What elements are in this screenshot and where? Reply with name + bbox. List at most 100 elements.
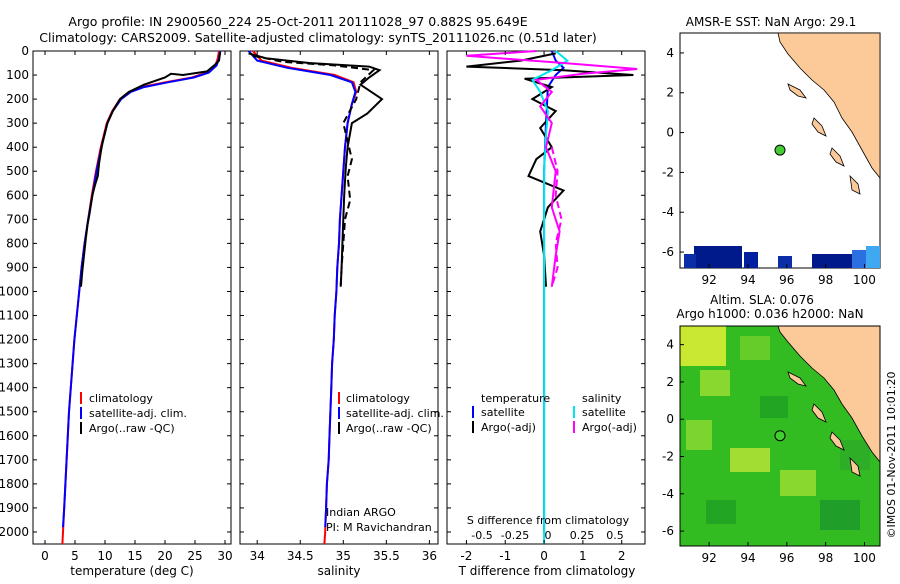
difference-xlabel: T difference from climatology [458,564,636,578]
y-tick-label: 700 [6,212,29,226]
header-line2: Climatology: CARS2009. Satellite-adjuste… [39,30,596,45]
sla-map-land [777,325,881,477]
x-tick-label: 5 [71,549,79,563]
map-x-tick-label: 92 [701,551,716,565]
sst-cell [812,254,852,268]
imos-credit: ©IMOS 01-Nov-2011 10:01:20 [885,372,898,539]
series-line-differences-3 [466,50,638,287]
map-y-tick-label: 0 [666,412,674,426]
sst-cell [694,246,742,268]
y-tick-label: 200 [6,92,29,106]
map-x-tick-label: 94 [740,273,755,287]
series-line-salinity-2 [248,52,384,287]
salinity-xlabel: salinity [317,564,360,578]
y-tick-label: 2000 [0,525,29,539]
map-y-tick-label: -6 [662,524,674,538]
sla-map-title-line1: Altim. SLA: 0.076 [710,293,814,307]
sumatra-coast [777,32,881,180]
map-y-tick-label: -2 [662,450,674,464]
legend-label-climatology: climatology [89,392,153,405]
legend-label-climatology: climatology [346,392,410,405]
x-tick-label: 36 [422,549,437,563]
x-tick-label: 34.5 [287,549,314,563]
temperature-legend: climatology satellite-adj. clim. Argo(..… [80,392,187,435]
x-tick-label: 0 [41,549,49,563]
sumatra-coast [777,325,881,464]
temperature-xlabel: temperature (deg C) [70,564,193,578]
x-tick-label: -2 [460,549,472,563]
y-tick-label: 800 [6,236,29,250]
island-simeulue [787,371,807,387]
sla-patch [780,470,816,496]
x-tick-label: 34 [250,549,265,563]
sst-cell [744,252,758,268]
map-x-tick-label: 94 [740,551,755,565]
sla-patch [820,500,860,530]
y-tick-label: 1300 [0,357,29,371]
y-tick-label: 1600 [0,429,29,443]
series-line-salinity-1 [247,50,357,528]
difference-top-label: S difference from climatology [467,514,630,527]
salinity-panel: 34 34.5 35 35.5 36 salinity climatology sate… [239,50,444,578]
y-tick-label: 1900 [0,501,29,515]
map-y-tick-label: 4 [666,338,674,352]
sst-map-panel: AMSR-E SST: NaN Argo: 29.1 92 94 96 98 100 -6… [662,15,881,287]
top-x-tick-label: -0.5 [471,529,492,542]
series-line-temperature-2 [80,52,222,287]
map-y-tick-label: 4 [666,46,674,60]
sla-patch [700,370,730,396]
y-tick-label: 1500 [0,405,29,419]
sst-map-title: AMSR-E SST: NaN Argo: 29.1 [686,15,856,29]
sla-patch [740,336,770,360]
legend-label-satellite: satellite-adj. clim. [346,407,444,420]
island-nias [811,403,827,423]
y-tick-label: 600 [6,188,29,202]
sst-map-land [777,32,881,195]
salinity-annotation-line1: Indian ARGO [326,506,396,519]
map-x-tick-label: 98 [818,551,833,565]
x-tick-label: 1 [579,549,587,563]
map-x-tick-label: 98 [818,273,833,287]
y-tick-label: 1100 [0,309,29,323]
top-x-tick-label: 0.5 [606,529,624,542]
x-tick-label: 30 [217,549,232,563]
map-y-tick-label: 2 [666,375,674,389]
sla-patch [760,396,788,418]
legend-label-argo: Argo(..raw -QC) [346,422,432,435]
island-pagai [849,456,861,477]
legend-label-salinity: salinity [582,392,622,405]
x-tick-label: 2 [618,549,626,563]
x-tick-label: 35 [336,549,351,563]
top-x-tick-label: -0.25 [501,529,529,542]
top-x-tick-label: 0.25 [570,529,595,542]
series-line-differences-2 [530,50,570,544]
x-tick-label: -1 [499,549,511,563]
argo-position-marker [774,430,786,442]
temperature-panel: 0 5 10 15 20 25 30 0 100 200 300 400 500 600 700 800 90… [0,44,233,578]
legend-label-satellite: satellite-adj. clim. [89,407,187,420]
legend-label-argo: Argo(..raw -QC) [89,422,175,435]
sst-cell [684,254,696,268]
island-simeulue [787,83,807,99]
map-y-tick-label: -6 [662,245,674,259]
x-tick-label: 15 [127,549,142,563]
salinity-legend: climatology satellite-adj. clim. Argo(..… [338,392,444,435]
y-tick-label: 1000 [0,284,29,298]
sla-map-panel: Altim. SLA: 0.076 Argo h1000: 0.036 h200… [662,293,881,565]
y-tick-label: 1700 [0,453,29,467]
map-x-tick-label: 100 [853,551,876,565]
x-tick-label: 10 [97,549,112,563]
y-tick-label: 0 [21,44,29,58]
map-x-tick-label: 100 [853,273,876,287]
sst-cell [852,250,866,268]
map-y-tick-label: 2 [666,86,674,100]
difference-legend: temperature satellite Argo(-adj) salinit… [472,392,637,434]
y-tick-label: 500 [6,164,29,178]
island-siberut [829,147,845,167]
legend-label-temperature: temperature [481,392,550,405]
series-line-salinity-3 [252,54,376,287]
header-line1: Argo profile: IN 2900560_224 25-Oct-2011… [68,14,527,29]
legend-label-temp-satellite: satellite [481,406,525,419]
x-tick-label: 0 [540,549,548,563]
